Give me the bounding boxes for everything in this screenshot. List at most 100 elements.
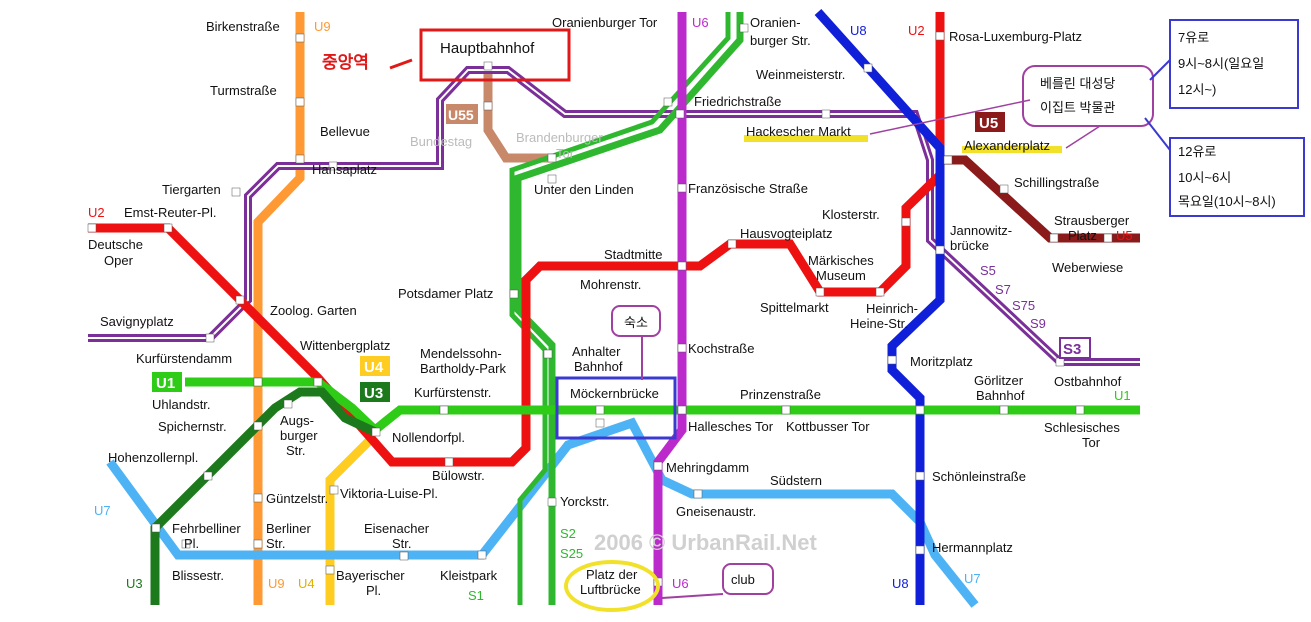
badge-u3 xyxy=(360,382,390,402)
station-kurfuerstendamm: Kurfürstendamm xyxy=(136,351,232,366)
line-u55 xyxy=(483,65,557,163)
station-goerlitzer-2: Bahnhof xyxy=(976,388,1025,403)
label-u2-top: U2 xyxy=(908,23,925,38)
hours-12-line3: 목요일(10시~8시) xyxy=(1178,194,1276,209)
badge-u1 xyxy=(152,372,182,392)
hours-box-7 xyxy=(1169,19,1299,109)
station-goerlitzer-1: Görlitzer xyxy=(974,373,1024,388)
station-weinmeisterstr: Weinmeisterstr. xyxy=(756,67,845,82)
station-hansaplatz: Hansaplatz xyxy=(312,162,377,177)
hours-7-line2: 9시~8시(일요일 xyxy=(1178,56,1264,71)
station-anhalter-2: Bahnhof xyxy=(574,359,623,374)
station-labels: Birkenstraße Turmstraße Bellevue Hansapl… xyxy=(88,15,1130,598)
station-mehringdamm: Mehringdamm xyxy=(666,460,749,475)
label-s25: S25 xyxy=(560,546,583,561)
station-jannowitz-1: Jannowitz- xyxy=(950,223,1012,238)
station-deutsche-oper-2: Oper xyxy=(104,253,134,268)
line-u5 xyxy=(940,155,1140,243)
hours-7-pointer xyxy=(1149,59,1171,81)
station-strausberger-2: Platz xyxy=(1068,228,1097,243)
badge-u4-text: U4 xyxy=(364,359,384,376)
station-berliner-1: Berliner xyxy=(266,521,311,536)
station-moeckernbruecke: Möckernbrücke xyxy=(570,386,659,401)
label-s5: S5 xyxy=(980,263,996,278)
station-hausvogteiplatz: Hausvogteiplatz xyxy=(740,226,833,241)
station-schillingstrasse: Schillingstraße xyxy=(1014,175,1099,190)
line-u6 xyxy=(653,12,687,605)
station-stadtmitte: Stadtmitte xyxy=(604,247,663,262)
station-unter-den-linden: Unter den Linden xyxy=(534,182,634,197)
station-schlesisches-2: Tor xyxy=(1082,435,1101,450)
station-alexanderplatz: Alexanderplatz xyxy=(964,138,1050,153)
station-kleistpark: Kleistpark xyxy=(440,568,498,583)
station-prinzenstrasse: Prinzenstraße xyxy=(740,387,821,402)
badge-s3-text: S3 xyxy=(1063,341,1081,358)
station-buelowstr: Bülowstr. xyxy=(432,468,485,483)
station-oranienburger-tor: Oranienburger Tor xyxy=(552,15,658,30)
station-ostbahnhof: Ostbahnhof xyxy=(1054,374,1122,389)
station-klosterstr: Klosterstr. xyxy=(822,207,880,222)
line-u2 xyxy=(88,12,945,467)
line-u9 xyxy=(253,12,305,605)
station-brandenburger-1: Brandenburger xyxy=(516,130,603,145)
station-schlesisches-1: Schlesisches xyxy=(1044,420,1120,435)
station-moritzplatz: Moritzplatz xyxy=(910,354,973,369)
station-wittenbergplatz: Wittenbergplatz xyxy=(300,338,390,353)
label-u6-top: U6 xyxy=(692,15,709,30)
station-hermannplatz: Hermannplatz xyxy=(932,540,1013,555)
badge-u55 xyxy=(446,104,478,124)
station-viktoria-luise: Viktoria-Luise-Pl. xyxy=(340,486,438,501)
station-schoenleinstrasse: Schönleinstraße xyxy=(932,469,1026,484)
club-bubble xyxy=(722,563,774,595)
central-station-label: 중앙역 xyxy=(322,53,369,72)
station-hallesches-tor: Hallesches Tor xyxy=(688,419,774,434)
hours-box-12 xyxy=(1169,137,1305,217)
station-bayerischer-2: Pl. xyxy=(366,583,381,598)
hours-7-line3: 12시~) xyxy=(1178,82,1216,97)
station-rosa-luxemburg: Rosa-Luxemburg-Platz xyxy=(949,29,1082,44)
line-u4 xyxy=(325,434,376,605)
highlight-alexanderplatz xyxy=(962,146,1062,153)
station-hohenzollernpl: Hohenzollernpl. xyxy=(108,450,198,465)
station-augsburger-1: Augs- xyxy=(280,413,314,428)
station-platz-der-2: Luftbrücke xyxy=(580,582,641,597)
hauptbahnhof-highlight-box xyxy=(419,28,571,82)
club-label: club xyxy=(731,572,755,587)
map-background xyxy=(0,0,1140,617)
lodging-label: 숙소 xyxy=(624,315,648,330)
station-kottbusser-tor: Kottbusser Tor xyxy=(786,419,870,434)
central-station-pointer xyxy=(389,58,413,70)
station-hauptbahnhof: Hauptbahnhof xyxy=(440,40,535,57)
station-mendelssohn-1: Mendelssohn- xyxy=(420,346,502,361)
station-strausberger-1: Strausberger xyxy=(1054,213,1130,228)
station-tiergarten: Tiergarten xyxy=(162,182,221,197)
station-kochstrasse: Kochstraße xyxy=(688,341,754,356)
label-u8-top: U8 xyxy=(850,23,867,38)
hours-12-pointer xyxy=(1144,117,1171,151)
station-anhalter-1: Anhalter xyxy=(572,344,621,359)
label-u6-bottom: U6 xyxy=(672,576,689,591)
museum-pointer-hackescher xyxy=(869,99,1031,135)
badge-s3 xyxy=(1059,337,1091,359)
station-birkenstrasse: Birkenstraße xyxy=(206,19,280,34)
station-suedstern: Südstern xyxy=(770,473,822,488)
station-heinrich-heine-1: Heinrich- xyxy=(866,301,918,316)
station-ernst-reuter: Emst-Reuter-Pl. xyxy=(124,205,216,220)
hours-7-line1: 7유로 xyxy=(1178,30,1209,45)
badge-u1-text: U1 xyxy=(156,375,175,392)
badge-u4 xyxy=(360,356,390,376)
station-platz-der-1: Platz der xyxy=(586,567,638,582)
museum-pointer-alexander xyxy=(1065,125,1101,149)
museum-label-1: 베를린 대성당 xyxy=(1040,76,1115,91)
line-u1 xyxy=(185,377,1140,436)
platz-der-highlight xyxy=(564,560,660,612)
station-maerkisches-2: Museum xyxy=(816,268,866,283)
station-maerkisches-1: Märkisches xyxy=(808,253,874,268)
station-franzoesische: Französische Straße xyxy=(688,181,808,196)
station-mendelssohn-2: Bartholdy-Park xyxy=(420,361,506,376)
station-brandenburger-2: Tor xyxy=(556,146,575,161)
badge-u5-text: U5 xyxy=(979,115,998,132)
station-weberwiese: Weberwiese xyxy=(1052,260,1123,275)
